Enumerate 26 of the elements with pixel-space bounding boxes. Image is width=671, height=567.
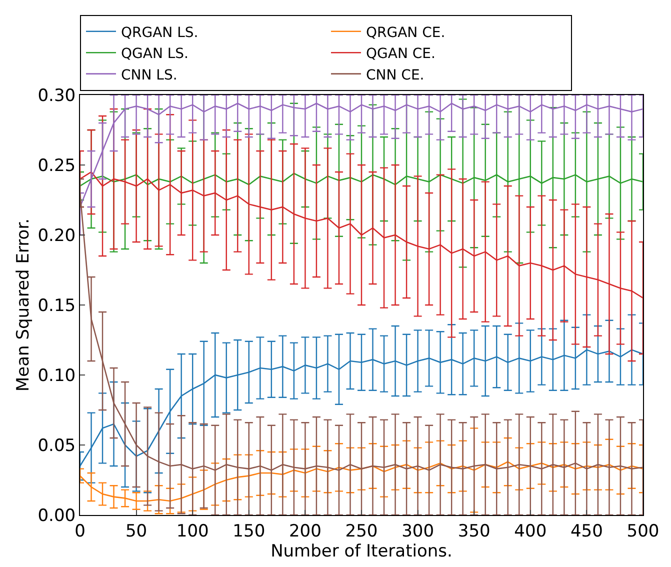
y-axis-title: Mean Squared Error. bbox=[13, 218, 34, 392]
x-tick-label: 200 bbox=[288, 521, 322, 542]
x-tick-label: 100 bbox=[176, 521, 209, 542]
x-axis-title: Number of Iterations. bbox=[270, 541, 452, 562]
y-tick-label: 0.30 bbox=[38, 86, 76, 106]
legend-label: QRGAN LS. bbox=[121, 24, 198, 41]
legend-label: CNN LS. bbox=[121, 67, 178, 84]
legend-label: QGAN LS. bbox=[121, 46, 189, 62]
x-tick-label: 50 bbox=[125, 521, 148, 542]
legend-label: QRGAN CE. bbox=[366, 24, 446, 41]
legend-label: QGAN CE. bbox=[366, 46, 436, 62]
y-tick-label: 0.15 bbox=[38, 296, 76, 316]
x-tick-label: 0 bbox=[74, 521, 86, 542]
x-tick-label: 350 bbox=[458, 521, 490, 542]
y-tick-label: 0.25 bbox=[38, 156, 76, 176]
x-tick-label: 150 bbox=[232, 521, 266, 542]
x-tick-label: 250 bbox=[345, 521, 378, 542]
y-tick-label: 0.00 bbox=[38, 506, 76, 526]
y-tick-label: 0.10 bbox=[38, 366, 76, 386]
y-tick-label: 0.20 bbox=[38, 226, 76, 246]
y-tick-label: 0.05 bbox=[38, 436, 76, 456]
x-tick-label: 450 bbox=[570, 521, 603, 542]
legend-label: CNN CE. bbox=[366, 67, 424, 84]
x-tick-label: 300 bbox=[402, 521, 434, 542]
x-tick-label: 400 bbox=[514, 521, 547, 542]
x-tick-label: 500 bbox=[626, 521, 660, 542]
